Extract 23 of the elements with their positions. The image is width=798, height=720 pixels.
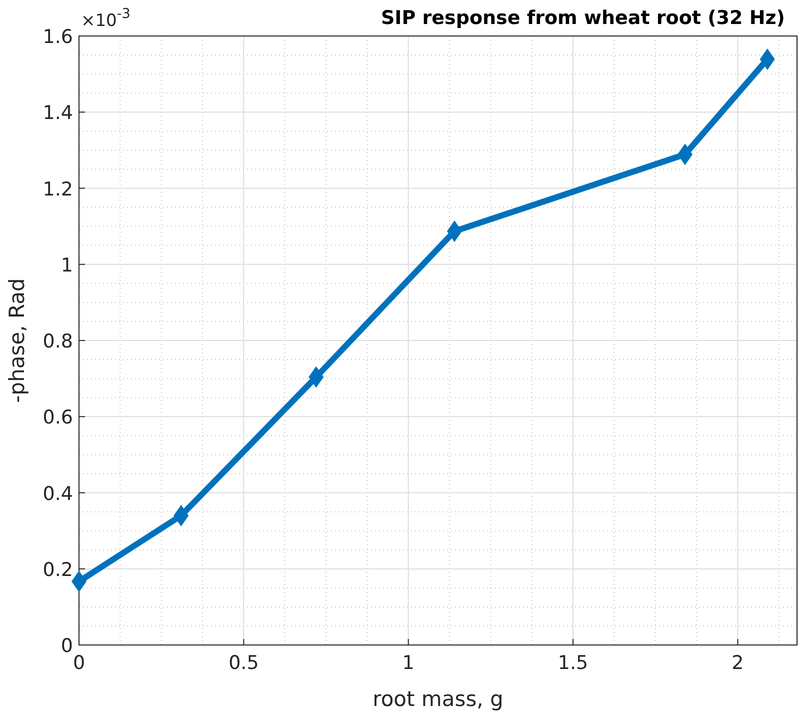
x-tick-label: 2 <box>732 652 744 674</box>
point <box>760 49 775 70</box>
y-axis-title: -phase, Rad <box>5 278 29 403</box>
y-tick-label: 0.6 <box>42 406 73 429</box>
y-tick-label: 1 <box>60 254 73 276</box>
point <box>174 506 188 526</box>
point <box>72 571 86 592</box>
y-tick-label: 1.6 <box>42 26 73 48</box>
point <box>678 144 692 164</box>
x-tick-label: 1 <box>402 652 414 674</box>
x-tick-label: 0.5 <box>228 652 259 674</box>
y-tick-label: 1.4 <box>42 102 73 124</box>
point <box>447 221 462 242</box>
y-tick-label: 1.2 <box>42 178 73 200</box>
y-tick-label: 0.4 <box>42 482 73 505</box>
x-tick-label: 1.5 <box>558 652 588 674</box>
chart-title: SIP response from wheat root (32 Hz) <box>381 7 785 29</box>
y-tick-label: 0.2 <box>42 558 73 581</box>
y-tick-label: 0.8 <box>42 330 73 352</box>
x-axis-title: root mass, g <box>372 687 504 711</box>
text: ×10$^{-3}$ <box>81 6 130 31</box>
y-tick-label: 0 <box>60 635 73 657</box>
point <box>308 367 324 388</box>
